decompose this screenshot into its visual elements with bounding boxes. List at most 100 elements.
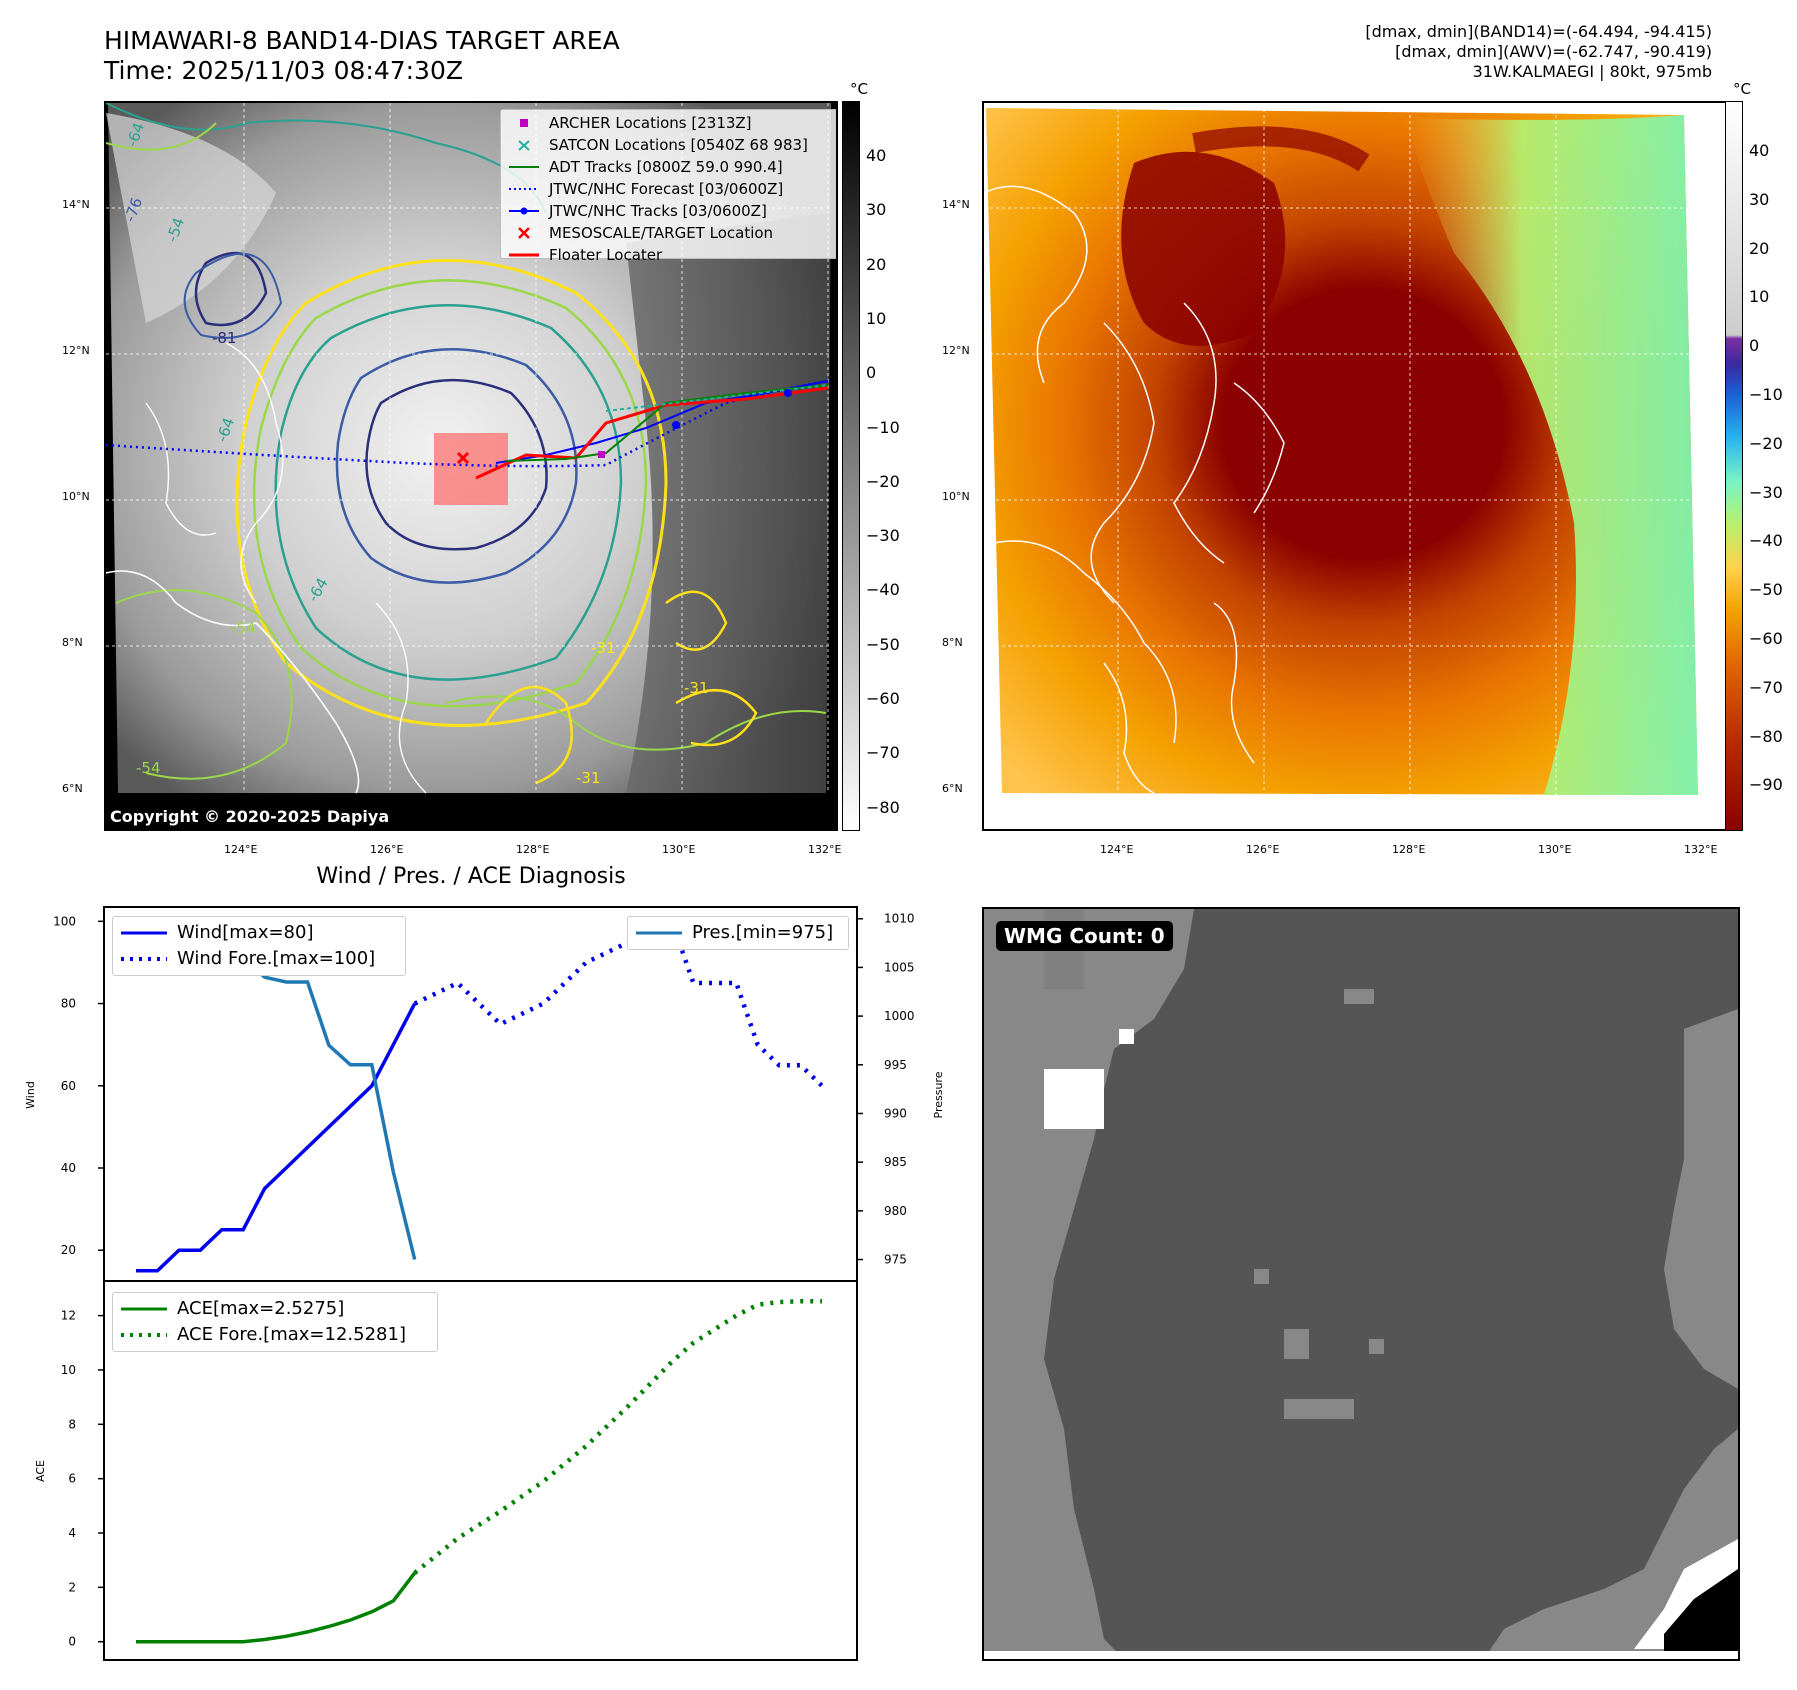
gray-colorbar-tick-4: 0 [866,363,877,383]
color-colorbar-tick-10: −60 [1749,629,1783,648]
wind-legend: Wind[max=80] Wind Fore.[max=100] [112,916,406,976]
awv-map-svg [984,103,1726,795]
gray-colorbar-tick-8: −40 [866,580,900,600]
wind-rtick-label-5: 1000 [884,1009,915,1023]
legend-floater: Floater Locater [509,246,663,264]
wmg-black-corner [1664,1569,1738,1659]
color-colorbar-tick-2: 20 [1749,238,1770,258]
color-colorbar-tick-0: 40 [1749,141,1770,160]
copyright-text: Copyright © 2020-2025 Dapiya [110,807,390,826]
wind-ytick-label-3: 80 [61,997,76,1011]
contour-minus81 [365,378,548,551]
legend-jtwc-tracks: JTWC/NHC Tracks [03/0600Z] [507,200,836,222]
awv-moist-region [1404,115,1698,795]
ace-series-0 [136,1571,417,1644]
gray-colorbar-tick-12: −80 [866,797,900,817]
lat-label-12n: 12°N [62,344,90,357]
map-legend: ARCHER Locations [2313Z] SATCON Location… [500,109,836,264]
gray-colorbar-tick-6: −20 [866,471,900,491]
awv-coastline [984,185,1285,794]
legend-ace: ACE[max=2.5275] [121,1298,345,1319]
wind-series-1 [413,918,824,1088]
ace-ytick-label-5: 10 [61,1363,76,1377]
coastline [106,570,360,794]
legend-pressure: Pres.[min=975] [636,922,834,943]
ace-ytick-label-3: 6 [68,1472,76,1486]
awv-lon-124e: 124°E [1100,843,1134,856]
dmax-band14: [dmax, dmin](BAND14)=(-64.494, -94.415) [1365,22,1712,41]
lat-label-10n: 10°N [62,490,90,503]
awv-lon-128e: 128°E [1392,843,1426,856]
legend-satcon: SATCON Locations [0540Z 68 983] [507,134,836,156]
ace-legend: ACE[max=2.5275] ACE Fore.[max=12.5281] [112,1292,438,1352]
color-colorbar-tick-7: −30 [1749,482,1783,502]
lat-label-14n: 14°N [62,198,90,211]
lon-label-124e: 124°E [224,843,258,856]
satcon-track [605,384,829,412]
contour-label-7: -54 [231,619,256,637]
awv-lon-132e: 132°E [1684,843,1718,856]
contour-label-4: -81 [212,329,237,347]
legend-mesoscale: MESOSCALE/TARGET Location [507,222,836,244]
ace-ytick-label-6: 12 [61,1309,76,1323]
pressure-ylabel: Pressure [932,1071,945,1118]
diagnosis-title: Wind / Pres. / ACE Diagnosis [316,864,626,889]
contour-label-11: -54 [136,759,161,777]
wind-pressure-plot: 20 40 60 80 100 975 980 985 990 995 1000 1005 1010 [53,912,915,1273]
lat-label-8n: 8°N [62,636,83,649]
wind-rtick-label-0: 975 [884,1253,907,1267]
color-colorbar [1725,101,1743,831]
awv-lon-130e: 130°E [1538,843,1572,856]
ace-ytick-label-2: 4 [68,1526,76,1540]
awv-lat-12n: 12°N [942,344,970,357]
color-colorbar-unit: °C [1733,80,1751,98]
ace-plot: 0 2 4 6 8 10 12 [61,1298,822,1649]
contour-minus76 [335,348,578,584]
gray-colorbar [842,101,860,831]
lon-label-126e: 126°E [370,843,404,856]
gray-colorbar-tick-11: −70 [866,743,900,763]
wind-rtick-label-7: 1010 [884,912,915,926]
wind-rtick-label-4: 995 [884,1058,907,1072]
floater-track [475,386,829,480]
color-colorbar-tick-1: 30 [1749,189,1770,209]
color-colorbar-tick-8: −40 [1749,531,1783,551]
legend-wind-forecast: Wind Fore.[max=100] [121,948,376,969]
color-colorbar-tick-9: −50 [1749,580,1783,600]
color-colorbar-tick-4: 0 [1749,336,1760,356]
color-colorbar-tick-11: −70 [1749,677,1783,697]
ir-contour-map: -64 -76 -54 -81 -64 -64 -54 -31 -31 -31 … [104,101,838,831]
color-colorbar-tick-13: −90 [1749,775,1783,795]
ace-ytick-label-1: 2 [68,1580,76,1594]
storm-info: 31W.KALMAEGI | 80kt, 975mb [1472,62,1712,81]
wind-ytick-label-4: 100 [53,914,76,928]
wmg-image [984,909,1738,1659]
wmg-warm-spot [1044,1069,1104,1129]
gray-colorbar-tick-5: −10 [866,417,900,437]
figure-title-line1: HIMAWARI-8 BAND14-DIAS TARGET AREA [104,26,620,55]
legend-archer: ARCHER Locations [2313Z] [507,112,836,134]
gray-colorbar-tick-9: −50 [866,634,900,654]
wind-ytick-label-0: 20 [61,1243,76,1257]
target-location-marker [456,451,470,465]
contour-minus54 [252,279,648,708]
ir-clear-region [626,213,831,793]
gray-colorbar-unit: °C [850,80,868,98]
legend-wind: Wind[max=80] [121,922,314,943]
color-colorbar-tick-12: −80 [1749,726,1783,746]
awv-lat-10n: 10°N [942,490,970,503]
wmg-count-badge: WMG Count: 0 [996,921,1173,951]
dmax-awv: [dmax, dmin](AWV)=(-62.747, -90.419) [1395,42,1712,61]
lat-label-6n: 6°N [62,782,83,795]
lon-label-130e: 130°E [662,843,696,856]
ace-ytick-label-0: 0 [68,1635,76,1649]
lon-label-128e: 128°E [516,843,550,856]
gray-colorbar-tick-0: 40 [866,146,887,165]
awv-lat-6n: 6°N [942,782,963,795]
awv-gridlines [984,103,1726,795]
wind-rtick-label-6: 1005 [884,960,915,974]
adt-track [505,384,829,462]
gray-colorbar-tick-7: −30 [866,526,900,546]
awv-lon-126e: 126°E [1246,843,1280,856]
